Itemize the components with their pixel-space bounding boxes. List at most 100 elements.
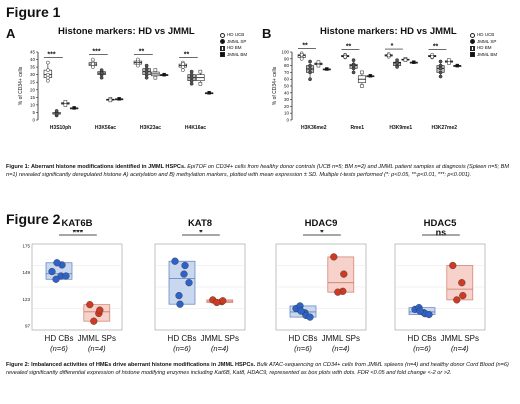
data-point (213, 298, 221, 307)
data-point (438, 59, 443, 64)
panel-a-title: Histone markers: HD vs JMML (58, 26, 195, 37)
data-point (453, 296, 461, 304)
data-point (144, 66, 149, 71)
data-point (343, 54, 348, 59)
data-point (459, 291, 467, 300)
data-point (412, 60, 416, 64)
data-point (438, 70, 443, 75)
group-n-label: (n=4) (451, 344, 469, 353)
x-category-label: H3K56ac (95, 125, 116, 131)
legend-item-jmml-sp: JMML SP (470, 39, 497, 46)
y-axis-label: % of CD34+ cells (18, 66, 24, 105)
circle-filled-icon (470, 39, 475, 45)
data-point (171, 257, 179, 265)
data-point (403, 58, 408, 62)
data-point (181, 68, 185, 72)
group-n-label: (n=6) (173, 344, 191, 353)
y-tick-label: 10 (284, 111, 290, 116)
legend-item-hd-ucb: HD UCB (470, 32, 497, 39)
y-axis-label: % of CD34+ cells (272, 66, 278, 105)
group-label: JMML SPs (441, 334, 479, 343)
y-tick-label: 20 (284, 104, 290, 109)
circle-open-icon (470, 32, 475, 38)
data-point (207, 91, 211, 95)
data-point (455, 63, 460, 68)
y-tick-label: 50 (284, 84, 290, 89)
y-tick-label: 90 (284, 56, 290, 61)
significance-label: * (199, 230, 203, 238)
panel-b-legend: HD UCB JMML SP HD BM JMML BM (470, 32, 497, 58)
data-point (189, 81, 194, 86)
data-point (63, 103, 68, 107)
x-category-label: H3K27me2 (431, 125, 457, 131)
y-tick-label: 97 (25, 324, 31, 329)
data-point (86, 301, 94, 309)
significance-label: ns (436, 230, 447, 238)
data-point (438, 74, 443, 79)
hdac5-title: HDAC5 (423, 218, 457, 229)
data-point (185, 279, 193, 287)
data-point (351, 58, 356, 63)
data-point (316, 63, 321, 68)
data-point (368, 74, 373, 78)
data-point (91, 57, 95, 62)
legend-item-hd-bm: HD BM (470, 45, 497, 52)
panel-b-title: Histone markers: HD vs JMML (320, 26, 457, 37)
group-n-label: (n=4) (332, 344, 350, 353)
figure2-caption-title: Figure 2: Imbalanced activities of HMEs … (6, 362, 256, 368)
data-point (63, 100, 68, 104)
data-point (308, 59, 312, 64)
data-point (181, 65, 185, 69)
y-tick-label: 35 (30, 65, 36, 70)
data-point (198, 69, 203, 74)
data-point (153, 68, 158, 72)
group-label: JMML SPs (322, 334, 360, 343)
group-n-label: (n=6) (413, 344, 431, 353)
square-striped-icon (220, 45, 225, 51)
y-tick-label: 0 (286, 118, 289, 123)
y-tick-label: 15 (30, 95, 36, 100)
panel-a-legend: HD UCB JMML SP HD BM JMML BM (220, 32, 247, 58)
data-point (91, 62, 95, 66)
group-label: HD CBs (168, 334, 197, 343)
x-category-label: Rme1 (350, 125, 364, 131)
data-point (181, 261, 189, 270)
data-point (395, 65, 399, 69)
data-point (458, 279, 466, 287)
data-point (175, 291, 183, 300)
data-point (52, 275, 60, 283)
data-point (108, 98, 113, 103)
data-point (90, 317, 98, 325)
figure1-caption-title: Figure 1: Aberrant histone modifications… (6, 164, 186, 170)
figure1-caption-body: EpiTOF on CD34+ cells from healthy donor… (6, 164, 509, 179)
y-tick-label: 45 (30, 50, 36, 55)
data-point (46, 60, 50, 65)
data-point (308, 70, 312, 75)
figure1-caption: Figure 1: Aberrant histone modifications… (6, 163, 514, 180)
significance-label: * (391, 43, 394, 50)
data-point (117, 97, 121, 101)
data-point (219, 297, 227, 305)
data-point (351, 70, 356, 75)
data-point (144, 69, 149, 74)
y-tick-label: 149 (22, 270, 30, 275)
data-point (189, 75, 194, 80)
y-tick-label: 40 (284, 90, 290, 95)
data-point (325, 67, 329, 71)
y-tick-label: 123 (22, 297, 30, 302)
data-point (316, 60, 321, 64)
group-n-label: (n=6) (294, 344, 312, 353)
data-point (299, 56, 304, 61)
data-point (62, 272, 70, 280)
data-point (99, 71, 104, 76)
data-point (340, 270, 348, 278)
x-category-label: H3K23ac (140, 125, 161, 131)
data-point (46, 75, 50, 80)
data-point (308, 77, 312, 82)
y-tick-label: 25 (30, 80, 36, 85)
legend-item-hd-bm: HD BM (220, 45, 247, 52)
data-point (189, 72, 194, 77)
data-point (96, 306, 104, 314)
